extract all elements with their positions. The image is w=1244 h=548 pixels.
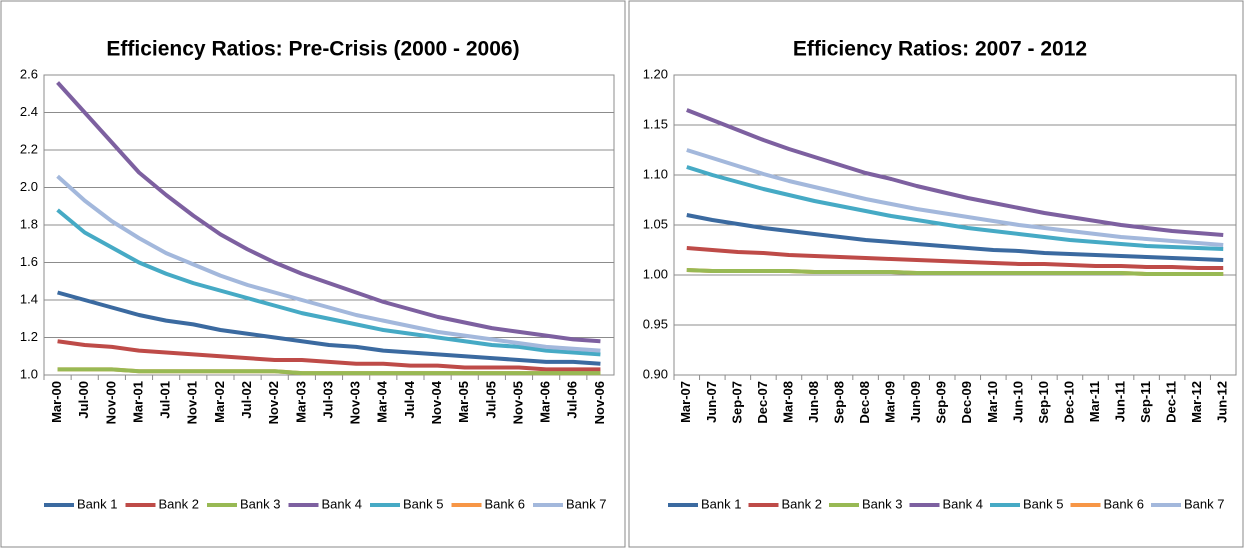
x-tick-label: Sep-08 xyxy=(831,381,846,424)
y-tick-label: 1.8 xyxy=(20,216,38,231)
x-tick-label: Mar-00 xyxy=(49,381,64,423)
x-tick-label: Jul-04 xyxy=(402,380,417,418)
y-tick-label: 2.2 xyxy=(20,141,38,156)
y-tick-label: 1.00 xyxy=(643,266,668,281)
x-tick-label: Jul-03 xyxy=(320,381,335,419)
legend-label: Bank 6 xyxy=(1104,496,1144,511)
x-tick-label: Sep-09 xyxy=(934,381,949,424)
series-line xyxy=(686,246,1224,270)
x-tick-label: Dec-11 xyxy=(1164,381,1179,423)
x-tick-label: Nov-04 xyxy=(429,380,444,424)
x-tick-label: Mar-04 xyxy=(375,380,390,423)
y-tick-label: 0.90 xyxy=(643,366,668,381)
y-tick-label: 2.0 xyxy=(20,179,38,194)
x-tick-label: Mar-01 xyxy=(130,381,145,423)
x-tick-label: Dec-07 xyxy=(755,381,770,424)
x-tick-label: Jul-05 xyxy=(483,381,498,419)
series-line xyxy=(56,81,601,344)
x-tick-label: Jun-12 xyxy=(1215,381,1230,423)
legend-label: Bank 4 xyxy=(322,496,362,511)
x-tick-label: Mar-02 xyxy=(212,381,227,423)
x-tick-label: Mar-10 xyxy=(985,381,1000,423)
x-tick-label: Mar-08 xyxy=(780,381,795,423)
y-tick-label: 0.95 xyxy=(643,316,668,331)
x-tick-label: Dec-09 xyxy=(959,381,974,424)
legend-label: Bank 1 xyxy=(701,496,741,511)
legend-label: Bank 2 xyxy=(159,496,199,511)
y-tick-label: 1.4 xyxy=(20,291,38,306)
x-tick-label: Jun-10 xyxy=(1010,381,1025,423)
chart-title: Efficiency Ratios: Pre-Crisis (2000 - 20… xyxy=(106,38,519,61)
x-tick-label: Nov-03 xyxy=(348,381,363,424)
x-tick-label: Nov-01 xyxy=(185,381,200,424)
x-tick-label: Mar-09 xyxy=(883,381,898,423)
legend-label: Bank 7 xyxy=(1184,496,1224,511)
x-tick-label: Jun-07 xyxy=(704,381,719,423)
legend-label: Bank 3 xyxy=(862,496,902,511)
x-tick-label: Jul-06 xyxy=(565,381,580,419)
x-tick-label: Nov-02 xyxy=(266,381,281,424)
x-tick-label: Sep-07 xyxy=(729,381,744,424)
series-line xyxy=(57,290,601,366)
x-tick-label: Nov-05 xyxy=(510,381,525,424)
series-line xyxy=(686,213,1224,262)
legend-label: Bank 5 xyxy=(403,496,443,511)
series-line xyxy=(686,165,1224,251)
series-line xyxy=(57,339,601,372)
x-tick-label: Dec-08 xyxy=(857,381,872,424)
y-tick-label: 1.6 xyxy=(20,254,38,269)
x-tick-label: Dec-10 xyxy=(1061,381,1076,424)
y-tick-label: 2.4 xyxy=(20,104,38,119)
y-tick-label: 1.0 xyxy=(20,366,38,381)
x-tick-label: Mar-12 xyxy=(1189,381,1204,423)
series-line xyxy=(56,208,601,357)
legend-label: Bank 5 xyxy=(1023,496,1063,511)
legend-label: Bank 2 xyxy=(782,496,822,511)
y-tick-label: 1.05 xyxy=(643,216,668,231)
y-tick-label: 1.20 xyxy=(643,66,668,81)
x-tick-label: Nov-00 xyxy=(103,381,118,424)
x-tick-label: Jul-02 xyxy=(239,381,254,419)
series-line xyxy=(686,148,1224,247)
y-tick-label: 1.15 xyxy=(643,116,668,131)
legend-label: Bank 1 xyxy=(77,496,117,511)
legend-label: Bank 6 xyxy=(485,496,525,511)
series-line xyxy=(686,268,1224,276)
x-tick-label: Mar-06 xyxy=(538,381,553,423)
x-tick-label: Jun-09 xyxy=(908,381,923,423)
x-tick-label: Nov-06 xyxy=(592,381,607,424)
series-line xyxy=(56,174,601,353)
series-line xyxy=(686,108,1224,237)
y-tick-label: 1.2 xyxy=(20,329,38,344)
series-line xyxy=(57,367,601,376)
x-tick-label: Mar-05 xyxy=(456,381,471,423)
x-tick-label: Mar-11 xyxy=(1087,381,1102,422)
panel-frame xyxy=(0,0,626,548)
x-tick-label: Sep-11 xyxy=(1138,381,1153,423)
x-tick-label: Mar-03 xyxy=(293,381,308,423)
legend-label: Bank 7 xyxy=(566,496,606,511)
y-tick-label: 2.6 xyxy=(20,66,38,81)
x-tick-label: Mar-07 xyxy=(678,381,693,423)
x-tick-label: Jul-01 xyxy=(158,381,173,419)
legend-label: Bank 3 xyxy=(240,496,280,511)
x-tick-label: Jul-00 xyxy=(76,381,91,419)
y-tick-label: 1.10 xyxy=(643,166,668,181)
x-tick-label: Jun-08 xyxy=(806,381,821,423)
legend-label: Bank 4 xyxy=(943,496,983,511)
chart-title: Efficiency Ratios: 2007 - 2012 xyxy=(793,38,1087,61)
x-tick-label: Jun-11 xyxy=(1112,381,1127,422)
x-tick-label: Sep-10 xyxy=(1036,381,1051,424)
